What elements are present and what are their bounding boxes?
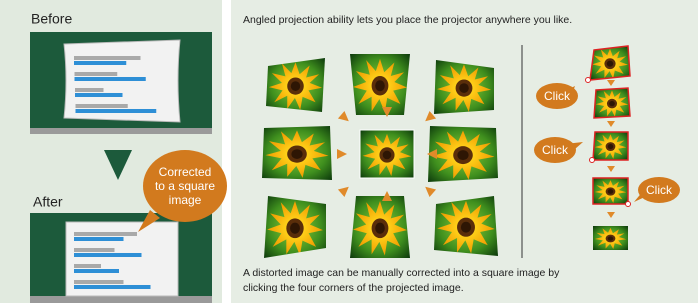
shelf <box>30 296 212 303</box>
bar <box>74 61 126 65</box>
sunflower-image <box>593 132 628 160</box>
sunflower-image <box>594 88 630 118</box>
sunflower-image <box>590 46 630 80</box>
bar <box>74 269 119 273</box>
callout-text: to a square <box>155 179 215 193</box>
click-label: Click <box>544 89 571 103</box>
bar <box>75 77 146 81</box>
sunflower-image <box>360 130 414 178</box>
bar <box>74 237 124 241</box>
bar <box>74 56 141 60</box>
bar <box>75 88 104 92</box>
after-label: After <box>33 194 63 210</box>
bar <box>74 285 151 289</box>
click-label: Click <box>542 143 569 157</box>
caption: A distorted image can be manually correc… <box>243 267 560 279</box>
sunflower-image <box>434 60 494 114</box>
bar <box>74 280 124 284</box>
bar <box>76 104 128 108</box>
before-label: Before <box>31 11 72 27</box>
bar <box>75 72 118 76</box>
sunflower-image <box>434 196 498 256</box>
sunflower-image <box>262 126 332 180</box>
sunflower-image <box>264 196 326 258</box>
bar <box>74 232 137 236</box>
caption: clicking the four corners of the project… <box>243 282 464 294</box>
bar <box>76 109 157 113</box>
heading: Angled projection ability lets you place… <box>243 14 572 26</box>
sunflower-image <box>428 126 498 182</box>
bar <box>75 93 123 97</box>
sunflower-image <box>350 196 410 258</box>
sunflower-image <box>350 54 410 115</box>
bar <box>74 253 142 257</box>
click-label: Click <box>646 183 673 197</box>
sunflower-image <box>593 226 628 250</box>
sunflower-image <box>266 58 325 112</box>
corner-marker <box>590 158 595 163</box>
callout-text: Corrected <box>159 165 212 179</box>
corner-marker <box>586 78 591 83</box>
sunflower-image <box>593 178 628 204</box>
bar <box>74 248 115 252</box>
callout-text: image <box>169 193 202 207</box>
infographic: Before After Corrected to a square image… <box>0 0 698 303</box>
shelf <box>30 128 212 134</box>
corner-marker <box>626 202 631 207</box>
bar <box>74 264 101 268</box>
